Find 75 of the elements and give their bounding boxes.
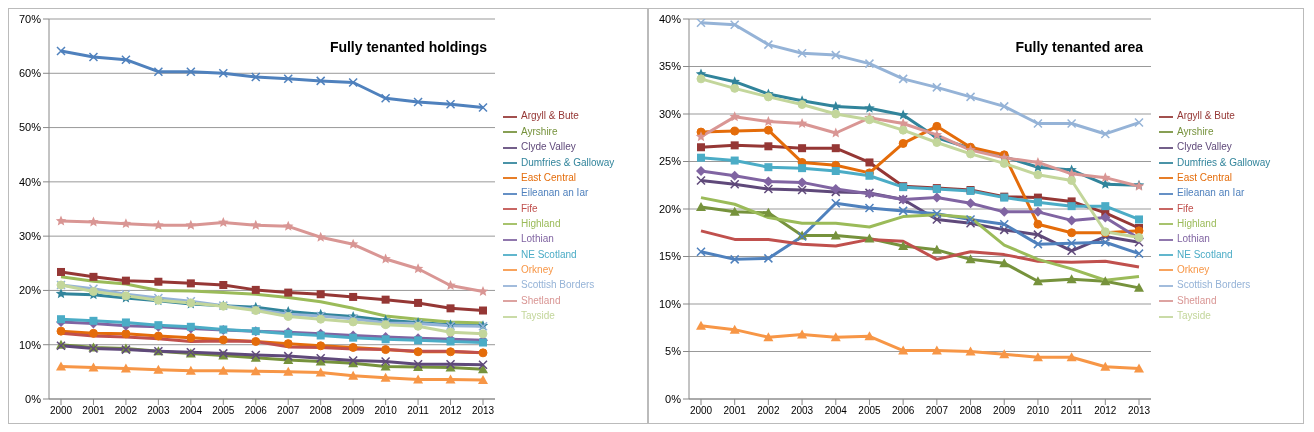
x-tick-label: 2005	[858, 405, 882, 417]
legend-label: Eileanan an Iar	[1177, 187, 1245, 199]
x-tick-label: 2006	[244, 405, 268, 417]
x-tick-label: 2011	[407, 405, 430, 417]
y-tick-label: 10%	[18, 338, 42, 351]
legend-label: Scottish Borders	[1177, 279, 1251, 291]
y-tick-label: 35%	[658, 60, 682, 73]
x-tick-label: 2010	[374, 405, 398, 417]
legend-label: Shetland	[1177, 294, 1217, 306]
x-tick-label: 2012	[439, 405, 463, 417]
legend-label: Argyll & Bute	[1177, 110, 1235, 122]
y-tick-label: 10%	[658, 297, 682, 310]
legend-label: Dumfries & Galloway	[521, 156, 615, 168]
legend-label: Highland	[521, 218, 561, 229]
y-tick-label: 0%	[665, 392, 682, 405]
x-tick-label: 2010	[1026, 405, 1050, 417]
legend-label: Highland	[1177, 218, 1217, 229]
x-tick-label: 2009	[342, 405, 365, 417]
text: Fully tenanted holdings	[329, 39, 487, 55]
x-tick-label: 2008	[959, 405, 983, 417]
x-tick-label: 2005	[212, 405, 235, 417]
x-tick-label: 2001	[82, 405, 106, 417]
y-tick-label: 50%	[18, 121, 42, 134]
legend-label: Argyll & Bute	[521, 110, 579, 122]
legend-label: NE Scotland	[521, 248, 577, 260]
x-tick-label: 2000	[689, 405, 713, 417]
legend-label: Fife	[521, 202, 538, 214]
legend-label: Ayrshire	[1177, 125, 1214, 137]
legend-label: Dumfries & Galloway	[1177, 156, 1271, 168]
x-tick-label: 2003	[147, 405, 170, 417]
x-tick-label: 2013	[471, 405, 495, 417]
x-tick-label: 2011	[1060, 405, 1083, 417]
x-tick-label: 2001	[723, 405, 747, 417]
legend-label: Orkney	[1177, 264, 1210, 276]
x-tick-label: 2007	[925, 405, 949, 417]
x-tick-label: 2006	[892, 405, 915, 417]
x-tick-label: 2013	[1127, 405, 1151, 417]
y-tick-label: 30%	[658, 107, 682, 120]
y-tick-label: 40%	[658, 12, 682, 25]
x-tick-label: 2000	[49, 405, 73, 417]
legend-label: Lothian	[1177, 233, 1210, 245]
legend-label: Tayside	[1177, 310, 1211, 322]
y-tick-label: 5%	[665, 345, 682, 358]
x-tick-label: 2008	[309, 405, 333, 417]
x-tick-label: 2002	[757, 405, 780, 417]
x-tick-label: 2007	[277, 405, 300, 417]
legend-label: Fife	[1177, 202, 1194, 214]
legend-label: Clyde Valley	[1177, 141, 1232, 153]
x-tick-label: 2004	[179, 405, 203, 417]
y-tick-label: 15%	[658, 250, 682, 263]
legend-label: Orkney	[521, 264, 554, 276]
y-tick-label: 40%	[18, 175, 42, 188]
legend-label: Scottish Borders	[521, 279, 595, 291]
text: Fully tenanted area	[1015, 39, 1143, 55]
y-tick-label: 70%	[18, 12, 42, 25]
x-tick-label: 2004	[824, 405, 848, 417]
legend-label: Eileanan an Iar	[521, 187, 589, 199]
y-tick-label: 30%	[18, 230, 42, 243]
legend-label: Lothian	[521, 233, 554, 245]
y-tick-label: 20%	[18, 284, 42, 297]
legend-label: NE Scotland	[1177, 248, 1233, 260]
x-tick-label: 2009	[993, 405, 1016, 417]
legend-label: Clyde Valley	[521, 141, 576, 153]
x-tick-label: 2003	[790, 405, 814, 417]
legend-label: Ayrshire	[521, 125, 558, 137]
legend-label: Tayside	[521, 310, 555, 322]
y-tick-label: 25%	[658, 155, 682, 168]
y-tick-label: 60%	[18, 67, 42, 80]
legend-label: East Central	[521, 171, 577, 183]
y-tick-label: 20%	[658, 202, 682, 215]
legend-label: Shetland	[521, 294, 561, 306]
x-tick-label: 2002	[114, 405, 138, 417]
legend-label: East Central	[1177, 171, 1233, 183]
y-tick-label: 0%	[25, 392, 42, 405]
x-tick-label: 2012	[1094, 405, 1117, 417]
